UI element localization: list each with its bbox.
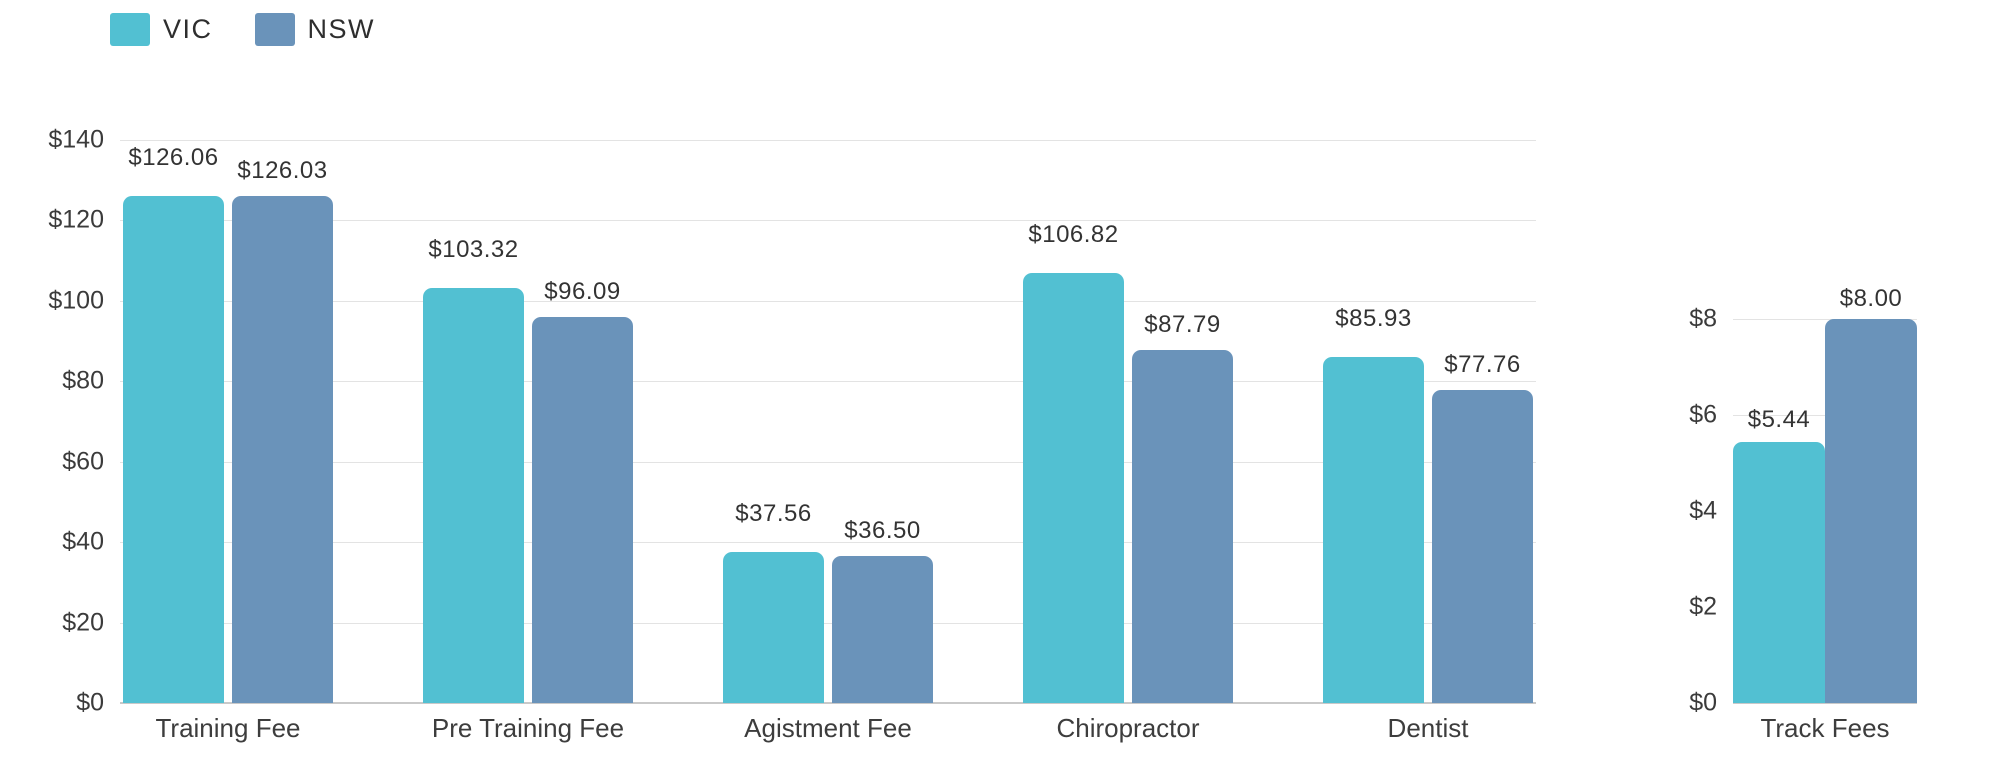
x-axis-category-label-dentist: Dentist bbox=[1387, 713, 1469, 743]
bar-nsw-track-fees[interactable] bbox=[1825, 319, 1917, 703]
y-axis-tick-label: $20 bbox=[62, 608, 104, 637]
y-axis-tick-label: $4 bbox=[1689, 496, 1717, 525]
y-axis-tick-label: $120 bbox=[48, 205, 104, 234]
bar-value-label-vic-track-fees: $5.44 bbox=[1747, 405, 1811, 433]
legend-item-vic[interactable]: VIC bbox=[110, 13, 213, 46]
legend-item-nsw[interactable]: NSW bbox=[254, 13, 376, 46]
chart-legend: VIC NSW bbox=[110, 13, 375, 46]
x-axis-category-label-training-fee: Training Fee bbox=[155, 713, 301, 743]
bar-vic-chiropractor[interactable] bbox=[1023, 273, 1124, 703]
bar-value-label-nsw-agistment-fee: $36.50 bbox=[844, 517, 921, 545]
y-axis-tick-label: $140 bbox=[48, 125, 104, 154]
legend-label-vic: VIC bbox=[163, 14, 213, 44]
gridline bbox=[120, 622, 1536, 624]
y-axis-tick-label: $6 bbox=[1689, 400, 1717, 429]
x-axis-baseline bbox=[120, 702, 1536, 704]
fees-bar-chart: $0 $20 $40 $60 $80 $100 $120 $140 $126.06 $126.03… bbox=[48, 127, 1536, 741]
bar-nsw-training-fee[interactable] bbox=[232, 196, 333, 703]
y-axis-tick-label: $60 bbox=[62, 447, 104, 476]
gridline bbox=[1733, 319, 1917, 320]
y-axis-tick-label: $80 bbox=[62, 366, 104, 395]
bar-value-label-vic-pre-training-fee: $103.32 bbox=[428, 235, 519, 263]
bar-value-label-vic-chiropractor: $106.82 bbox=[1028, 221, 1119, 249]
bar-vic-dentist[interactable] bbox=[1323, 357, 1424, 703]
track-fees-bar-chart: $0 $2 $4 $6 $8 $5.44 $8.00 Track Fees bbox=[1689, 287, 1917, 741]
gridline bbox=[120, 381, 1536, 383]
x-axis-baseline bbox=[1733, 702, 1917, 704]
legend-label-nsw: NSW bbox=[307, 14, 376, 44]
y-axis-tick-label: $0 bbox=[1689, 688, 1717, 717]
x-axis-category-label-agistment-fee: Agistment Fee bbox=[744, 713, 912, 743]
bar-value-label-vic-agistment-fee: $37.56 bbox=[735, 499, 812, 527]
x-axis-category-label-pre-training-fee: Pre Training Fee bbox=[431, 713, 625, 743]
legend-swatch-vic-icon bbox=[110, 13, 150, 46]
bar-vic-track-fees[interactable] bbox=[1733, 441, 1825, 703]
bar-value-label-nsw-pre-training-fee: $96.09 bbox=[544, 277, 621, 305]
bar-nsw-pre-training-fee[interactable] bbox=[532, 316, 633, 703]
gridline bbox=[120, 220, 1536, 222]
bar-vic-training-fee[interactable] bbox=[123, 196, 224, 703]
y-axis-tick-label: $2 bbox=[1689, 592, 1717, 621]
bar-value-label-vic-training-fee: $126.06 bbox=[128, 144, 219, 172]
legend-swatch-nsw-icon bbox=[254, 13, 295, 46]
bar-value-label-vic-dentist: $85.93 bbox=[1335, 305, 1412, 333]
bar-nsw-agistment-fee[interactable] bbox=[832, 556, 933, 703]
gridline bbox=[120, 140, 1536, 141]
gridline bbox=[120, 300, 1536, 302]
bar-value-label-nsw-training-fee: $126.03 bbox=[237, 157, 328, 185]
y-axis-tick-label: $8 bbox=[1689, 304, 1717, 333]
bar-vic-agistment-fee[interactable] bbox=[723, 551, 824, 703]
x-axis-category-label-chiropractor: Chiropractor bbox=[1056, 713, 1200, 743]
y-axis-tick-label: $40 bbox=[62, 527, 104, 556]
gridline bbox=[120, 461, 1536, 463]
gridline bbox=[120, 542, 1536, 544]
bar-nsw-dentist[interactable] bbox=[1432, 390, 1533, 703]
bar-vic-pre-training-fee[interactable] bbox=[423, 287, 524, 703]
bar-value-label-nsw-chiropractor: $87.79 bbox=[1144, 310, 1221, 338]
bar-value-label-nsw-dentist: $77.76 bbox=[1444, 351, 1521, 379]
y-axis-tick-label: $100 bbox=[48, 286, 104, 315]
x-axis-category-label-track-fees: Track Fees bbox=[1760, 713, 1890, 743]
bar-nsw-chiropractor[interactable] bbox=[1132, 349, 1233, 703]
bar-value-label-nsw-track-fees: $8.00 bbox=[1839, 285, 1903, 312]
y-axis-tick-label: $0 bbox=[76, 688, 104, 717]
